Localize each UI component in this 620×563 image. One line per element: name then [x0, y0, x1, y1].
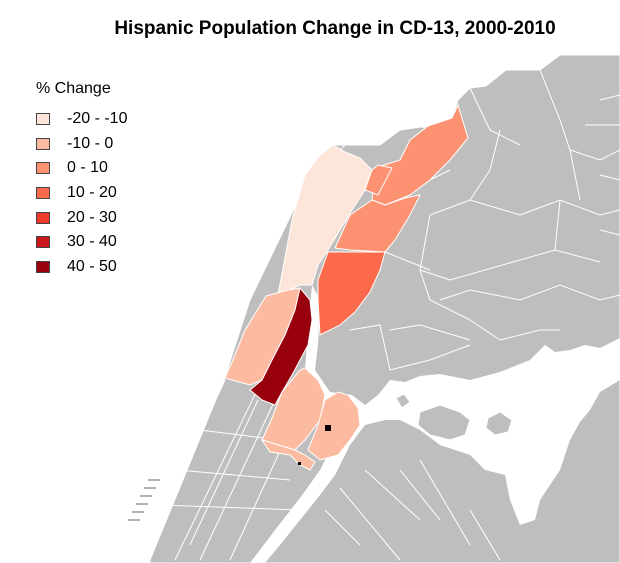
legend-label: 10 - 20	[67, 184, 117, 202]
legend-swatch	[36, 236, 50, 249]
map-title: Hispanic Population Change in CD-13, 200…	[114, 18, 556, 39]
legend-swatch	[36, 137, 50, 150]
legend-swatch	[36, 113, 50, 126]
legend-label: -10 - 0	[67, 134, 114, 152]
marker-dot-a	[298, 462, 301, 465]
legend-label: -20 - -10	[67, 110, 128, 128]
tract-harlem-west[interactable]	[249, 286, 313, 406]
island-b	[485, 411, 513, 436]
legend-item: 10 - 20	[36, 181, 127, 206]
legend-title: % Change	[36, 80, 111, 97]
legend-label: 30 - 40	[67, 233, 117, 251]
marker-square	[325, 425, 331, 431]
legend-swatch	[36, 211, 50, 224]
legend-swatch	[36, 162, 50, 175]
tract-morningside[interactable]	[260, 439, 316, 471]
legend-item: 0 - 10	[36, 156, 127, 181]
legend-label: 40 - 50	[67, 257, 117, 275]
pier-hatch	[128, 479, 160, 521]
legend-item: -10 - 0	[36, 132, 127, 157]
tract-inwood-east[interactable]	[364, 164, 393, 196]
legend-item: 30 - 40	[36, 230, 127, 255]
legend-swatch	[36, 260, 50, 273]
tract-washington-heights-east-b[interactable]	[334, 194, 421, 253]
island-a	[417, 404, 471, 441]
tract-washington-heights-south[interactable]	[317, 251, 386, 336]
cd13-regions	[224, 103, 469, 471]
map-markers	[128, 425, 331, 521]
legend-label: 20 - 30	[67, 208, 117, 226]
legend: % Change -20 - -10 -10 - 0 0 - 10 10 - 2…	[36, 80, 127, 279]
legend-item: 40 - 50	[36, 255, 127, 280]
legend-item: 20 - 30	[36, 205, 127, 230]
island-c	[395, 393, 411, 409]
tract-harlem-east[interactable]	[307, 391, 361, 461]
water	[250, 285, 620, 563]
legend-swatch	[36, 187, 50, 200]
legend-item: -20 - -10	[36, 107, 127, 132]
legend-label: 0 - 10	[67, 159, 108, 177]
